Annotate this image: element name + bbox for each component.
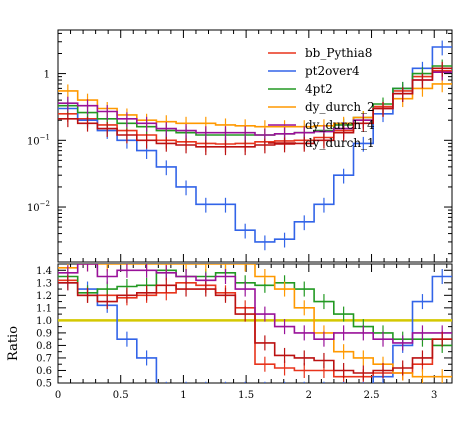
ratio-y-tick-label: 1.0: [36, 316, 52, 327]
x-tick-label: 3: [431, 390, 437, 401]
ratio-panel: 0 0.5 1 1.5 2 2.5 30.50.60.70.80.91.01.11.21.3…: [36, 263, 453, 401]
ratio-series-dy-durch-1: [58, 282, 452, 374]
legend-label-dy-durch-4: dy_durch_4: [305, 118, 375, 132]
x-tick-label: 2.5: [364, 390, 380, 401]
x-tick-label: 2: [306, 390, 312, 401]
legend-label-4pt2: 4pt2: [305, 82, 333, 96]
ratio-y-tick-label: 1.1: [36, 303, 52, 314]
ratio-series-pt2over4: [58, 275, 452, 383]
main-series-pt2over4: [58, 46, 452, 243]
ratio-series-4pt2: [58, 269, 452, 347]
ratio-y-tick-label: 1.2: [36, 291, 52, 302]
ratio-series-dy-durch-4: [58, 264, 452, 344]
main-panel: 10−2 10−1 1: [27, 29, 453, 263]
main-y-tick-label: 10−2: [27, 200, 50, 214]
x-tick-label: 0: [55, 390, 61, 401]
x-tick-label: 1: [180, 390, 186, 401]
ratio-y-tick-label: 0.5: [36, 379, 52, 390]
ratio-axis-title: Ratio: [6, 326, 21, 361]
ratio-y-tick-label: 1.4: [36, 266, 52, 277]
ratio-y-tick-label: 1.3: [36, 278, 52, 289]
legend-label-dy-durch-2: dy_durch_2: [305, 100, 375, 114]
ratio-series-dy-durch-2: [58, 264, 452, 378]
ratio-y-tick-label: 0.7: [36, 353, 52, 364]
ratio-y-tick-label: 0.6: [36, 366, 52, 377]
main-frame: [57, 29, 453, 263]
legend-label-bb-Pythia8: bb_Pythia8: [305, 46, 372, 60]
legend: bb_Pythia8 pt2over4 4pt2 dy_durch_2 dy_durch…: [268, 46, 375, 150]
main-y-tick-label: 1: [44, 70, 50, 81]
legend-label-dy-durch-1: dy_durch_1: [305, 136, 375, 150]
x-tick-label: 1.5: [238, 390, 254, 401]
x-tick-label: 0.5: [113, 390, 129, 401]
ratio-y-tick-label: 0.9: [36, 328, 52, 339]
legend-label-pt2over4: pt2over4: [305, 64, 360, 78]
main-y-tick-label: 10−1: [27, 133, 50, 147]
ratio-y-tick-label: 0.8: [36, 341, 52, 352]
